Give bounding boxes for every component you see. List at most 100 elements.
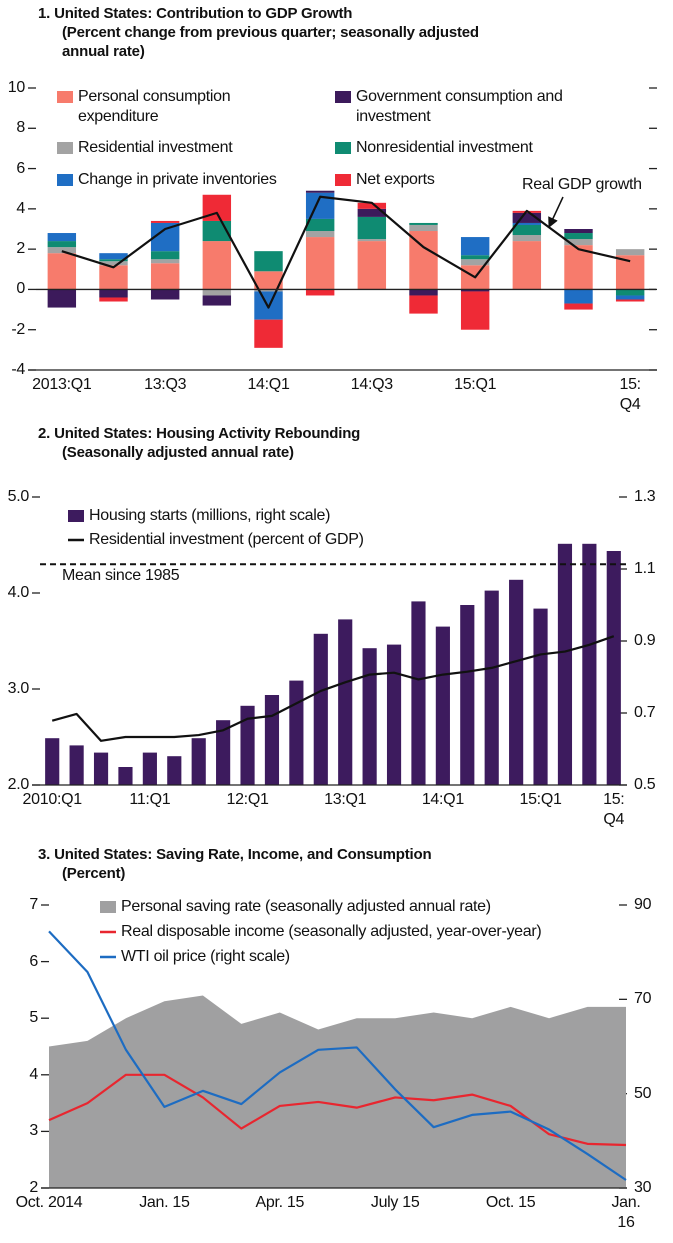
x-tick-label: 13:Q1	[324, 791, 367, 808]
bar	[150, 263, 180, 290]
legend-label: Government consumption and investment	[356, 88, 563, 125]
bar	[254, 289, 283, 292]
annotation: Real GDP growth	[522, 176, 642, 193]
x-tick-label: 15:Q1	[519, 791, 562, 808]
bar	[512, 224, 542, 236]
legend-label: Nonresidential investment	[356, 139, 533, 156]
bar	[357, 208, 387, 217]
bar	[45, 738, 60, 785]
bar	[564, 233, 593, 240]
bar	[564, 245, 593, 290]
bar	[202, 241, 232, 290]
bar	[615, 289, 645, 296]
y-tick-label: 4	[29, 1065, 38, 1083]
legend-label: Real disposable income (seasonally adjus…	[121, 923, 542, 940]
bar	[254, 251, 283, 272]
bar	[305, 231, 335, 238]
y2-tick-label: 50	[634, 1084, 652, 1102]
bar	[564, 229, 593, 234]
y2-tick-label: 70	[634, 990, 652, 1008]
legend-swatch	[68, 510, 84, 522]
bar	[47, 289, 77, 308]
y-tick-label: 5.0	[7, 488, 30, 505]
line	[61, 195, 631, 309]
y2-tick-label: 0.5	[634, 776, 656, 793]
bar	[460, 259, 490, 266]
y2-tick-label: 0.7	[634, 704, 656, 721]
bar	[409, 222, 438, 225]
bar	[167, 756, 182, 785]
y-tick-label: 0	[16, 280, 25, 298]
bar	[305, 289, 335, 296]
bar	[216, 720, 231, 785]
legend-swatch	[57, 91, 73, 103]
y-tick-label: 2.0	[7, 776, 30, 793]
bar	[240, 705, 255, 785]
x-tick-label: 14:Q1	[247, 376, 290, 393]
x-tick-label: 2013:Q1	[32, 376, 92, 393]
legend-swatch	[335, 174, 351, 186]
bar	[564, 239, 593, 246]
line	[51, 635, 615, 742]
bar	[289, 680, 304, 785]
bar	[582, 543, 597, 785]
bar	[509, 579, 524, 785]
legend-label: Residential investment (percent of GDP)	[89, 531, 364, 548]
y-tick-label: 8	[16, 119, 25, 137]
bar	[512, 241, 542, 290]
y-tick-label: 3	[29, 1122, 38, 1140]
x-tick-label: July 15	[370, 1194, 420, 1211]
bar	[69, 745, 84, 785]
bar	[254, 319, 283, 348]
x-tick-label: 15:Q1	[454, 376, 497, 393]
bar	[460, 255, 490, 260]
bar	[386, 644, 402, 785]
x-tick-label: Jan. 15	[139, 1194, 190, 1211]
bar	[264, 695, 280, 785]
bar	[615, 249, 645, 256]
bar	[305, 237, 335, 290]
x-tick-label: 14:Q3	[350, 376, 393, 393]
bar	[512, 212, 542, 223]
bar	[150, 220, 180, 223]
bar	[357, 239, 387, 242]
y-tick-label: 6	[29, 952, 38, 970]
y-tick-label: 3.0	[7, 680, 30, 697]
y-tick-label: -4	[11, 361, 25, 378]
legend-label: Net exports	[356, 171, 435, 188]
bar	[191, 738, 206, 785]
bar	[99, 289, 128, 298]
x-tick-label: Oct. 2014	[15, 1194, 83, 1211]
bar	[409, 289, 438, 296]
y-tick-label: 4.0	[7, 584, 30, 601]
bar	[118, 767, 133, 785]
bar	[357, 241, 387, 290]
bar	[47, 253, 77, 290]
legend-label: Personal consumption expenditure	[78, 88, 231, 125]
area	[49, 995, 626, 1188]
legend-label: WTI oil price (right scale)	[121, 948, 290, 965]
legend-swatch	[335, 91, 351, 103]
y2-tick-label: 30	[634, 1179, 652, 1196]
bar	[411, 601, 426, 785]
y2-tick-label: 90	[634, 896, 652, 913]
bar	[47, 247, 77, 254]
x-tick-label: 2010:Q1	[22, 791, 83, 808]
bar	[254, 271, 283, 290]
x-tick-label: 11:Q1	[129, 791, 171, 808]
chart-title: 3. United States: Saving Rate, Income, a…	[38, 846, 432, 882]
bar	[460, 289, 490, 292]
bar	[512, 222, 542, 225]
bar	[47, 241, 77, 248]
x-tick-label: 12:Q1	[226, 791, 269, 808]
bar	[606, 551, 621, 785]
bar	[460, 237, 490, 256]
bar	[305, 190, 335, 193]
legend-label: Housing starts (millions, right scale)	[89, 507, 331, 524]
y2-tick-label: 0.9	[634, 632, 656, 649]
bar	[460, 291, 490, 330]
y2-tick-label: 1.1	[634, 560, 656, 577]
bar	[460, 605, 475, 785]
bar	[512, 235, 542, 242]
